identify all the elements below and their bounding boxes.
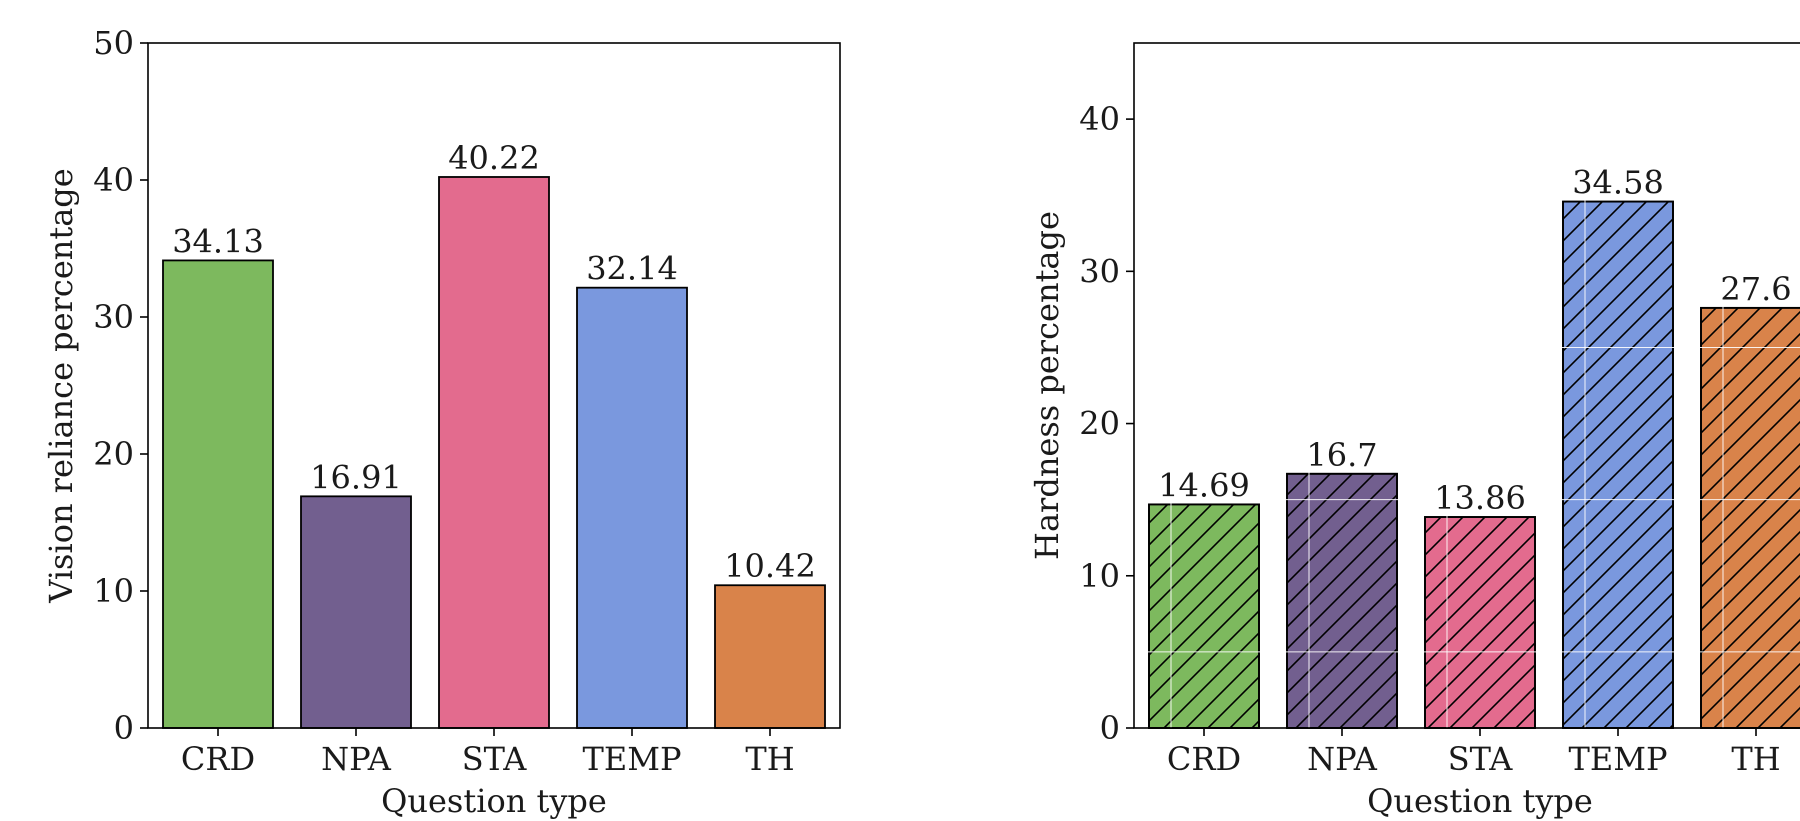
bar-npa <box>300 495 412 729</box>
data-labels-group: 14.69 16.7 13.86 34.58 27.6 <box>1158 164 1791 517</box>
x-tick-label-sta: STA <box>1448 740 1514 778</box>
y-tick-label: 0 <box>114 709 134 747</box>
bar-th <box>714 584 826 729</box>
y-axis-ticks: 0 10 20 30 40 <box>1079 100 1134 747</box>
y-tick-label: 10 <box>93 572 134 610</box>
y-tick-label: 50 <box>93 24 134 62</box>
x-tick-label-th: TH <box>745 740 794 778</box>
data-label-npa: 16.7 <box>1306 436 1377 474</box>
data-label-npa: 16.91 <box>310 458 402 496</box>
bars-group <box>162 176 826 729</box>
y-tick-label: 20 <box>93 435 134 473</box>
y-tick-label: 30 <box>1079 252 1120 290</box>
bar-hatch-th <box>1700 306 1800 729</box>
y-tick-label: 40 <box>93 161 134 199</box>
hardness-chart: 14.69 16.7 13.86 34.58 27.6 0 10 20 30 40 CRD NPA… <box>1028 42 1800 820</box>
y-axis-label: Hardness percentage <box>1028 211 1066 560</box>
y-tick-label: 40 <box>1079 100 1120 138</box>
data-label-crd: 34.13 <box>172 222 264 260</box>
data-label-sta: 40.22 <box>448 139 540 177</box>
x-tick-label-crd: CRD <box>1167 740 1241 778</box>
x-tick-label-sta: STA <box>462 740 528 778</box>
x-tick-label-crd: CRD <box>181 740 255 778</box>
x-axis-label: Question type <box>1367 782 1593 820</box>
y-tick-label: 30 <box>93 298 134 336</box>
y-axis-label: Vision reliance percentage <box>42 168 80 603</box>
vision-reliance-chart: 34.13 16.91 40.22 32.14 10.42 0 10 20 30 40 50 CR… <box>42 24 841 820</box>
y-tick-label: 10 <box>1079 557 1120 595</box>
x-axis-ticks: CRD NPA STA TEMP TH <box>1167 728 1781 778</box>
x-tick-label-th: TH <box>1731 740 1780 778</box>
x-axis-label: Question type <box>381 782 607 820</box>
bar-hatch-npa <box>1286 472 1398 729</box>
x-tick-label-npa: NPA <box>1307 740 1378 778</box>
bar-hatch-temp <box>1562 200 1674 729</box>
grid-lines <box>1134 43 1800 728</box>
data-label-temp: 32.14 <box>586 250 678 288</box>
data-label-th: 27.6 <box>1720 270 1791 308</box>
x-tick-label-temp: TEMP <box>583 740 682 778</box>
bar-hatch-crd <box>1148 503 1260 729</box>
x-tick-label-npa: NPA <box>321 740 392 778</box>
data-label-crd: 14.69 <box>1158 466 1250 504</box>
bar-sta <box>438 176 550 729</box>
x-axis-ticks: CRD NPA STA TEMP TH <box>181 728 795 778</box>
bars-group <box>1148 200 1800 729</box>
y-tick-label: 0 <box>1100 709 1120 747</box>
data-label-sta: 13.86 <box>1434 479 1526 517</box>
data-label-th: 10.42 <box>724 547 816 585</box>
bar-crd <box>162 259 274 729</box>
y-axis-ticks: 0 10 20 30 40 50 <box>93 24 148 747</box>
y-tick-label: 20 <box>1079 405 1120 443</box>
x-tick-label-temp: TEMP <box>1569 740 1668 778</box>
bar-hatch-sta <box>1424 516 1536 729</box>
data-label-temp: 34.58 <box>1572 164 1664 202</box>
bar-temp <box>576 286 688 729</box>
data-labels-group: 34.13 16.91 40.22 32.14 10.42 <box>172 139 816 585</box>
